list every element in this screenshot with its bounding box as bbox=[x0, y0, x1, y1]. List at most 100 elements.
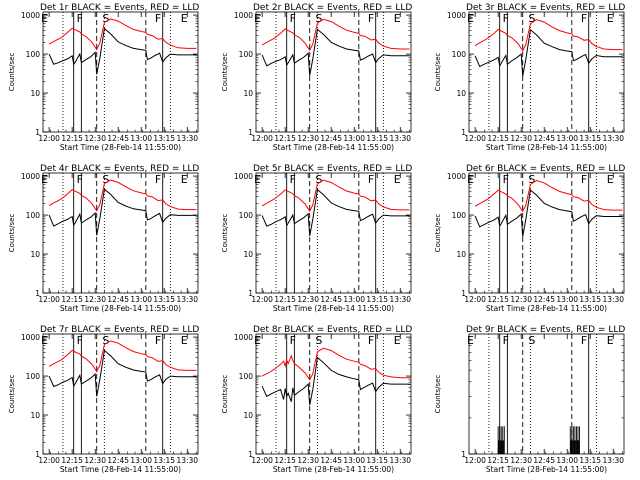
event-marker-E: E bbox=[467, 173, 474, 186]
event-marker-F: F bbox=[368, 334, 374, 347]
chart-title: Det 7r BLACK = Events, RED = LLD bbox=[40, 325, 199, 335]
plot-frame bbox=[42, 172, 199, 294]
x-tick-label: 13:00 bbox=[130, 456, 152, 465]
x-tick-label: 13:15 bbox=[579, 456, 601, 465]
series-line-red bbox=[261, 347, 410, 381]
event-marker-E: E bbox=[41, 173, 48, 186]
event-marker-E: E bbox=[181, 12, 188, 25]
event-marker-F: F bbox=[77, 334, 83, 347]
y-tick-label: 1000 bbox=[21, 333, 40, 342]
x-tick-label: 13:30 bbox=[176, 295, 198, 304]
x-tick-label: 12:45 bbox=[320, 134, 342, 143]
event-marker-E: E bbox=[607, 12, 614, 25]
plot-frame bbox=[42, 333, 199, 455]
x-tick-label: 12:45 bbox=[533, 295, 555, 304]
y-tick-label: 100 bbox=[452, 211, 467, 220]
chart-title: Det 1r BLACK = Events, RED = LLD bbox=[40, 3, 199, 13]
chart-title: Det 4r BLACK = Events, RED = LLD bbox=[40, 164, 199, 174]
x-tick-label: 13:15 bbox=[366, 295, 388, 304]
x-tick-label: 13:30 bbox=[602, 134, 624, 143]
chart-panel-6: Det 6r BLACK = Events, RED = LLD Counts/s… bbox=[434, 164, 625, 313]
series-line-red bbox=[474, 179, 623, 213]
chart-title: Det 2r BLACK = Events, RED = LLD bbox=[253, 3, 412, 13]
y-axis-label: Counts/sec bbox=[8, 53, 16, 92]
x-tick-label: 13:30 bbox=[602, 295, 624, 304]
x-tick-label: 13:15 bbox=[366, 134, 388, 143]
x-tick-label: 12:00 bbox=[251, 456, 273, 465]
series-line-black bbox=[48, 27, 197, 75]
x-tick-label: 13:30 bbox=[602, 456, 624, 465]
event-marker-S: S bbox=[315, 173, 322, 186]
event-marker-E: E bbox=[394, 173, 401, 186]
x-tick-label: 12:45 bbox=[533, 134, 555, 143]
y-axis-label: Counts/sec bbox=[434, 375, 442, 414]
x-tick-label: 12:30 bbox=[84, 295, 106, 304]
x-tick-label: 12:45 bbox=[533, 456, 555, 465]
x-tick-label: 12:15 bbox=[487, 456, 509, 465]
x-tick-label: 12:15 bbox=[61, 456, 83, 465]
event-marker-S: S bbox=[528, 12, 535, 25]
x-tick-label: 13:00 bbox=[556, 295, 578, 304]
x-tick-label: 12:30 bbox=[510, 295, 532, 304]
x-axis-label: Start Time (28-Feb-14 11:55:00) bbox=[60, 465, 181, 474]
x-tick-label: 12:15 bbox=[487, 295, 509, 304]
x-tick-label: 12:15 bbox=[274, 456, 296, 465]
x-tick-label: 13:30 bbox=[389, 134, 411, 143]
y-axis-label: Counts/sec bbox=[8, 375, 16, 414]
x-tick-label: 13:00 bbox=[130, 295, 152, 304]
x-tick-label: 13:00 bbox=[343, 134, 365, 143]
x-tick-label: 12:00 bbox=[464, 295, 486, 304]
x-tick-label: 12:00 bbox=[464, 456, 486, 465]
x-axis-label: Start Time (28-Feb-14 11:55:00) bbox=[486, 304, 607, 313]
event-marker-F: F bbox=[77, 173, 83, 186]
plot-frame bbox=[255, 11, 412, 133]
event-marker-E: E bbox=[181, 173, 188, 186]
x-tick-label: 12:30 bbox=[297, 295, 319, 304]
series-line-red bbox=[48, 18, 197, 51]
y-tick-label: 1 bbox=[248, 289, 253, 298]
y-tick-label: 100 bbox=[239, 50, 254, 59]
chart-panel-8: Det 8r BLACK = Events, RED = LLD Counts/s… bbox=[221, 325, 412, 474]
y-tick-label: 1000 bbox=[234, 172, 253, 181]
event-marker-F: F bbox=[581, 334, 587, 347]
event-marker-E: E bbox=[41, 12, 48, 25]
x-tick-label: 12:00 bbox=[38, 295, 60, 304]
event-marker-S: S bbox=[102, 334, 109, 347]
y-tick-label: 1 bbox=[248, 450, 253, 459]
y-tick-label: 1 bbox=[35, 128, 40, 137]
event-marker-E: E bbox=[394, 12, 401, 25]
y-tick-label: 100 bbox=[452, 50, 467, 59]
chart-title: Det 6r BLACK = Events, RED = LLD bbox=[466, 164, 625, 174]
event-marker-F: F bbox=[290, 334, 296, 347]
x-tick-label: 12:00 bbox=[38, 134, 60, 143]
y-axis-label: Counts/sec bbox=[221, 214, 229, 253]
x-tick-label: 13:15 bbox=[366, 456, 388, 465]
x-tick-label: 12:00 bbox=[251, 134, 273, 143]
event-marker-E: E bbox=[254, 12, 261, 25]
y-tick-label: 1000 bbox=[21, 172, 40, 181]
event-marker-E: E bbox=[41, 334, 48, 347]
plot-frame bbox=[468, 333, 625, 455]
x-tick-label: 12:30 bbox=[297, 134, 319, 143]
y-tick-label: 100 bbox=[239, 211, 254, 220]
series-line-black bbox=[261, 188, 410, 237]
y-axis-label: Counts/sec bbox=[434, 53, 442, 92]
x-tick-label: 12:15 bbox=[61, 295, 83, 304]
series-line-red bbox=[261, 179, 410, 213]
chart-panel-5: Det 5r BLACK = Events, RED = LLD Counts/s… bbox=[221, 164, 412, 313]
series-line-black bbox=[261, 28, 410, 76]
y-tick-label: 100 bbox=[239, 372, 254, 381]
series-line-red bbox=[474, 19, 623, 53]
series-line-black bbox=[48, 349, 197, 397]
series-line-red bbox=[48, 179, 197, 212]
x-tick-label: 13:15 bbox=[153, 134, 175, 143]
series-line-red bbox=[48, 340, 197, 373]
x-axis-label: Start Time (28-Feb-14 11:55:00) bbox=[273, 465, 394, 474]
y-tick-label: 10 bbox=[30, 411, 40, 420]
x-tick-label: 12:30 bbox=[84, 134, 106, 143]
event-marker-F: F bbox=[77, 12, 83, 25]
event-marker-F: F bbox=[155, 173, 161, 186]
y-tick-label: 1 bbox=[461, 450, 466, 459]
